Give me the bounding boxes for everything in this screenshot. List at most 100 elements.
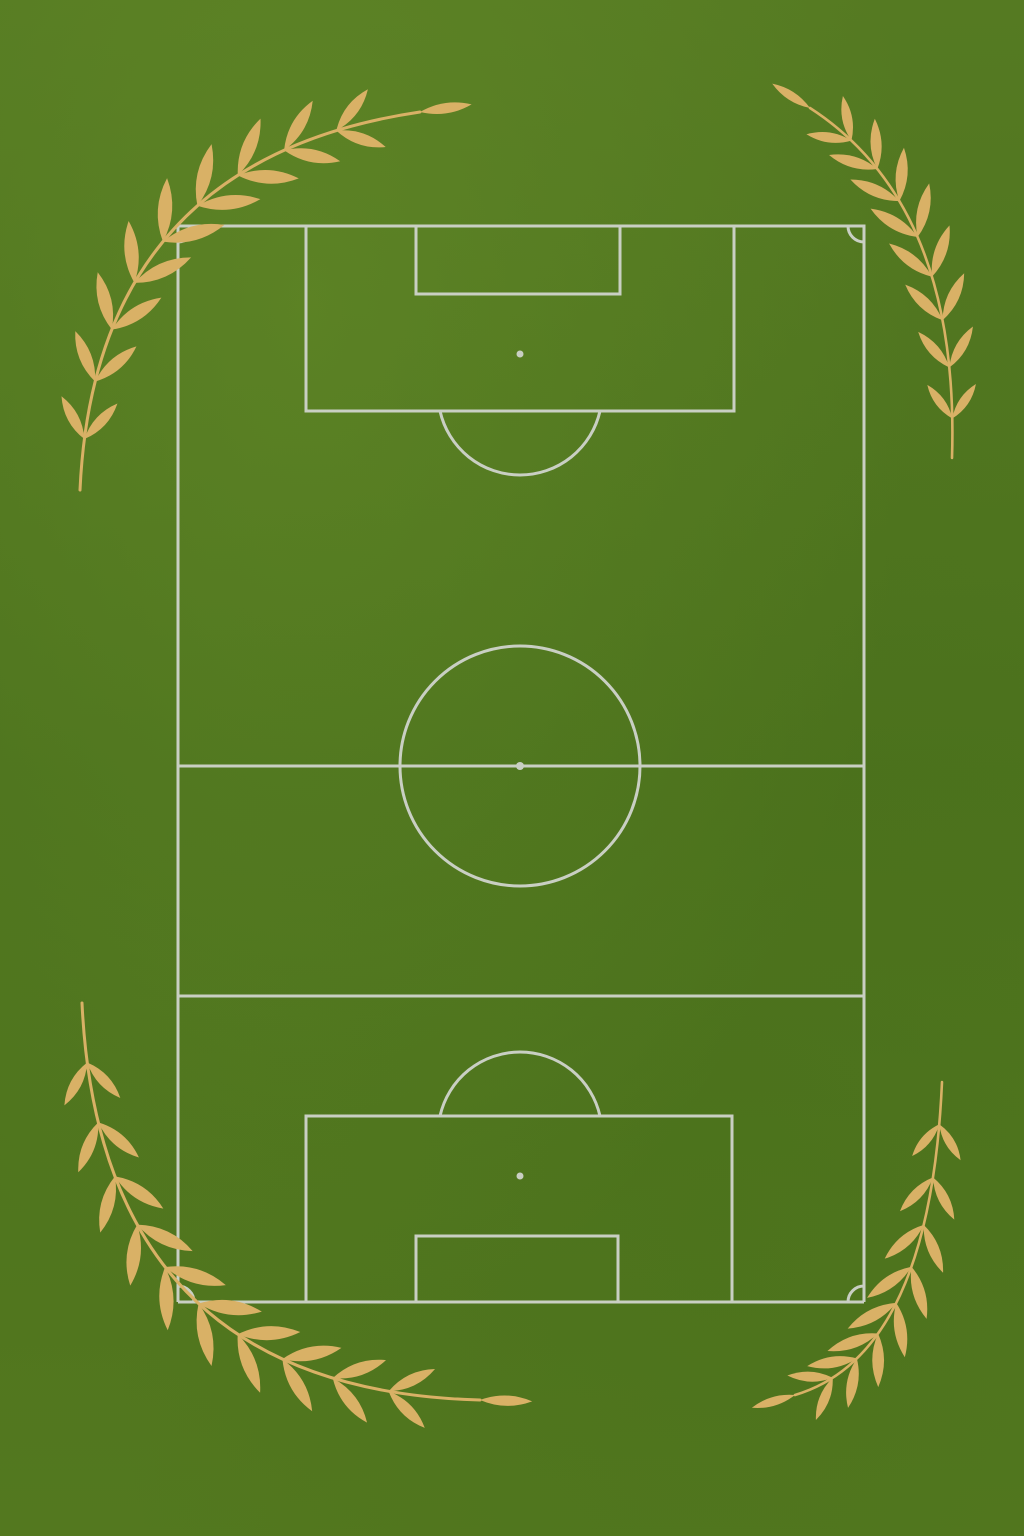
penalty-arc-top	[438, 410, 602, 477]
laurel-leaf	[870, 118, 882, 169]
penalty-area-top	[304, 224, 736, 413]
laurel-leaf	[806, 131, 852, 143]
laurel-leaf	[952, 383, 976, 419]
laurel-leaf	[939, 1124, 961, 1161]
laurel-leaf	[807, 1356, 857, 1369]
laurel-branch-bottom-left-icon	[64, 1001, 533, 1428]
laurel-leaf	[111, 297, 162, 330]
laurel-stem	[808, 106, 954, 460]
laurel-leaf	[157, 178, 173, 242]
laurel-leaf	[829, 154, 878, 170]
laurel-leaf	[195, 144, 214, 206]
laurel-leaf	[420, 102, 472, 115]
laurel-leaf	[84, 403, 118, 440]
laurel-leaf	[872, 1333, 885, 1388]
laurel-leaf	[95, 346, 137, 382]
laurel-leaf	[137, 1224, 193, 1252]
laurel-leaf	[198, 1299, 262, 1316]
laurel-leaf	[284, 148, 341, 164]
laurel-leaf	[284, 100, 313, 151]
laurel-leaf	[64, 1062, 88, 1106]
laurel-leaf	[927, 384, 953, 419]
laurel-leaf	[787, 1371, 833, 1382]
laurel-leaf	[884, 1224, 924, 1259]
laurel-leaf	[846, 1358, 859, 1408]
laurel-leaf	[916, 183, 931, 238]
laurel-leaf	[841, 95, 854, 141]
laurel-leaf	[905, 284, 943, 321]
laurel-leaf	[827, 1333, 879, 1352]
laurel-leaf	[165, 1266, 226, 1286]
laurel-stem	[80, 1001, 482, 1402]
laurel-leaf	[237, 118, 261, 176]
pitch-markings-bottom	[176, 996, 866, 1304]
laurel-leaf	[126, 1224, 142, 1286]
goal-area-bottom	[414, 1234, 620, 1304]
laurel-leaf	[162, 223, 225, 243]
laurel-leaf	[867, 1266, 912, 1298]
laurel-leaf	[850, 179, 900, 202]
laurel-leaf	[931, 225, 950, 277]
laurel-leaf	[75, 331, 96, 382]
laurel-leaf	[815, 1377, 833, 1420]
laurel-leaf	[98, 1122, 139, 1158]
laurel-leaf	[61, 396, 85, 440]
laurel-leaf	[237, 1334, 261, 1393]
center-spot	[516, 762, 524, 770]
laurel-leaf	[332, 1378, 368, 1423]
laurel-leaf	[751, 1394, 795, 1409]
laurel-leaf	[912, 1124, 940, 1157]
penalty-spot-bottom	[516, 1172, 524, 1180]
laurel-leaf	[99, 1176, 117, 1233]
pitch-markings	[176, 224, 866, 1304]
laurel-leaf	[388, 1369, 436, 1392]
laurel-leaf	[237, 1326, 301, 1341]
laurel-leaf	[237, 169, 299, 184]
laurel-leaf	[480, 1395, 533, 1406]
laurel-leaf	[282, 1359, 313, 1412]
laurel-leaf	[932, 1177, 955, 1220]
laurel-leaf	[772, 83, 810, 108]
laurel-leaf	[114, 1176, 164, 1209]
laurel-leaf	[78, 1122, 99, 1173]
laurel-leaf	[870, 208, 918, 238]
laurel-leaf	[910, 1266, 928, 1319]
laurel-leaf	[918, 331, 950, 368]
corner-arc-bottom-right	[846, 1284, 865, 1303]
corner-arc-top-right	[846, 225, 865, 244]
laurel-leaf	[282, 1345, 342, 1362]
laurel-leaf	[197, 195, 261, 210]
laurel-leaf	[893, 1302, 908, 1358]
laurel-leaf	[336, 89, 368, 131]
penalty-arc-bottom	[438, 1050, 602, 1117]
laurel-leaf	[124, 220, 139, 283]
laurel-leaf	[942, 273, 965, 321]
laurel-leaf	[87, 1062, 121, 1099]
laurel-branch-bottom-right-icon	[751, 1080, 961, 1420]
laurel-leaf	[899, 1177, 933, 1212]
laurel-leaf	[196, 1303, 214, 1366]
goal-area-top	[414, 224, 622, 296]
laurel-leaf	[949, 326, 973, 368]
laurel-leaf	[895, 147, 908, 202]
laurel-stem	[793, 1080, 944, 1397]
laurel-leaf	[134, 257, 192, 283]
corner-arc-bottom-left	[177, 1284, 196, 1303]
laurel-stem	[78, 110, 422, 492]
laurel-leaf	[96, 272, 114, 330]
laurel-leaf	[336, 130, 386, 148]
penalty-spot-top	[516, 350, 524, 358]
laurel-leaf	[889, 243, 933, 277]
laurel-leaf	[847, 1302, 897, 1329]
penalty-area-bottom	[304, 1114, 734, 1304]
laurel-leaf	[923, 1224, 944, 1273]
laurel-leaf	[159, 1267, 174, 1331]
center-circle	[398, 644, 642, 888]
pitch-boundary	[176, 224, 866, 998]
laurel-branch-top-right-icon	[772, 83, 976, 460]
laurel-branch-top-left-icon	[61, 89, 472, 492]
laurel-leaf	[388, 1391, 425, 1428]
laurel-leaf	[332, 1359, 387, 1379]
